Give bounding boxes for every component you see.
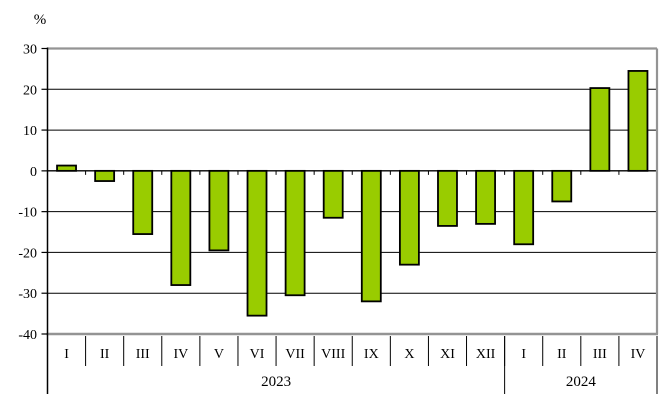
bar-2023-IX [360,169,382,303]
year-label: 2024 [566,374,597,390]
bar-2024-I [513,169,535,246]
month-label: I [521,347,526,362]
month-label: X [404,347,414,362]
bar-2023-VII [284,169,306,297]
y-tick-label: 0 [30,165,37,180]
month-label: I [64,347,69,362]
y-tick-label: 20 [23,83,37,98]
month-label: IV [631,347,646,362]
bar-2023-IV [170,169,192,286]
month-label: VII [285,347,305,362]
month-label: III [136,347,150,362]
month-label: VIII [321,347,345,362]
month-label: IX [364,347,379,362]
y-axis-unit-label: % [33,12,47,28]
y-tick-label: -10 [18,206,37,221]
month-label: IV [173,347,188,362]
bar-2024-II [551,169,573,203]
bar-2023-XII [475,169,496,225]
y-tick-label: -40 [18,328,37,343]
y-tick-label: 10 [23,124,37,139]
month-label: II [557,347,567,362]
y-tick-label: -20 [18,246,37,261]
y-tick-label: 30 [23,43,37,58]
bar-2023-II [94,169,116,182]
month-label: V [214,347,224,362]
bar-2024-III [589,87,611,172]
bar-2023-V [208,169,230,252]
year-label: 2023 [261,374,291,390]
month-label: XII [476,347,496,362]
month-label: XI [440,347,455,362]
bar-2023-VIII [322,169,344,219]
month-label: VI [250,347,265,362]
month-label: III [593,347,607,362]
bar-2024-IV [627,70,649,172]
y-tick-label: -30 [18,287,37,302]
bar-2023-X [398,169,420,266]
bar-2023-VI [246,169,268,317]
bar-2023-III [132,169,154,235]
month-label: II [100,347,110,362]
bar-2023-I [56,164,77,172]
bar-2023-XI [437,169,458,227]
